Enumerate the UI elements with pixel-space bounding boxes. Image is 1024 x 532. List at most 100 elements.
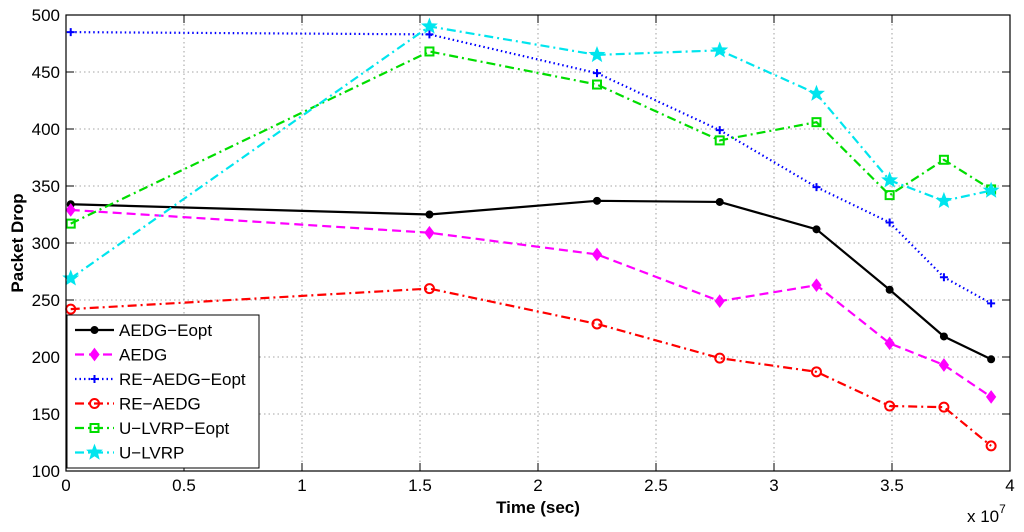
y-tick-label: 150 [32,405,60,424]
x-axis-multiplier-exponent: 7 [999,502,1006,516]
data-point [715,126,724,135]
x-tick-label: 0.5 [172,476,196,495]
data-point [588,46,606,63]
y-axis-title: Packet Drop [8,193,27,292]
data-point [938,154,949,165]
y-tick-label: 400 [32,120,60,139]
legend-label: RE−AEDG [119,395,201,414]
legend-marker [89,347,100,362]
x-tick-label: 3.5 [880,476,904,495]
y-tick-label: 100 [32,462,60,481]
data-point [885,285,894,294]
legend-marker [89,423,100,433]
x-tick-label: 0 [61,476,70,495]
data-point [424,46,435,57]
data-point [425,210,434,219]
data-point [884,336,895,351]
x-axis-multiplier-base: x 10 [967,507,999,526]
data-point [812,225,821,234]
data-point [711,41,729,58]
y-tick-label: 500 [32,6,60,25]
series-layer [62,17,1000,452]
legend-marker [90,326,99,334]
data-point [592,79,602,90]
axis-ticks: 0 0.5 1 1.5 2 2.5 3 3.5 4 100 150 200 250 300 350 400 45… [32,6,1015,495]
data-point [985,440,997,452]
series-line [70,25,992,280]
data-point [65,218,76,229]
data-point [811,117,822,128]
legend-label: AEDG−Eopt [119,321,212,340]
data-point [881,171,899,188]
data-point [425,30,434,39]
x-tick-label: 1 [297,476,306,495]
series-line [70,287,992,447]
data-point [423,283,435,295]
data-point [982,181,1000,198]
data-point [714,135,725,146]
series-5 [65,46,997,229]
series-1 [66,196,996,364]
data-point [938,401,950,413]
data-point [884,190,895,201]
series-line [70,208,992,398]
legend-entry: U−LVRP−Eopt [75,419,230,438]
legend-label: U−LVRP−Eopt [119,419,230,438]
data-point [424,225,435,240]
legend-entry: U−LVRP [75,444,184,463]
legend: AEDG−Eopt AEDG RE−AEDG−Eopt RE−AEDG U−LVRP−E… [66,314,260,469]
series-line [70,199,992,361]
series-3 [66,28,996,308]
data-point [885,218,894,227]
series-6 [62,17,1000,286]
x-tick-label: 2.5 [644,476,668,495]
data-point [985,390,997,404]
data-point [62,269,80,286]
legend-marker [86,443,103,460]
data-point [808,84,825,101]
legend-entry: RE−AEDG [75,395,201,414]
data-point [811,278,822,293]
data-point [591,247,603,262]
legend-label: AEDG [119,346,167,365]
series-line [70,50,992,225]
legend-entry: RE−AEDG−Eopt [75,370,246,389]
data-point [938,358,950,372]
data-point [593,69,601,78]
data-point [714,352,726,364]
y-tick-label: 300 [32,234,60,253]
data-point [884,400,896,412]
legend-entry: AEDG [75,346,167,365]
data-point [593,196,601,205]
x-axis-multiplier: x 107 [967,502,1006,526]
series-2 [65,203,997,404]
data-point [812,183,821,192]
data-point [987,299,996,308]
x-tick-label: 2 [533,476,542,495]
y-tick-label: 450 [32,63,60,82]
y-tick-label: 200 [32,348,60,367]
legend-entry: AEDG−Eopt [75,321,212,340]
legend-label: U−LVRP [119,444,184,463]
x-tick-label: 4 [1005,476,1014,495]
series-line [70,31,992,305]
legend-label: RE−AEDG−Eopt [119,370,246,389]
data-point [715,197,724,206]
data-point [66,28,75,37]
y-tick-label: 250 [32,291,60,310]
data-point [420,17,438,34]
y-tick-label: 350 [32,177,60,196]
data-point [939,273,948,282]
data-point [65,203,76,217]
x-axis-title: Time (sec) [496,498,580,517]
data-point [810,366,822,378]
legend-marker [90,375,99,383]
data-point [591,318,603,330]
data-point [935,191,953,209]
data-point [714,294,725,308]
x-tick-label: 1.5 [408,476,432,495]
data-point [939,332,948,341]
data-point [987,355,996,364]
x-tick-label: 3 [769,476,778,495]
